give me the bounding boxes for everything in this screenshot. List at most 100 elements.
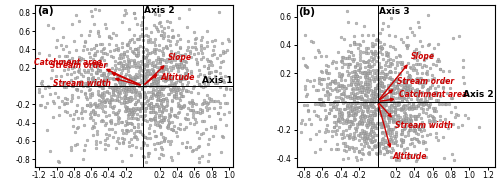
Point bbox=[120, 52, 128, 55]
Point bbox=[302, 94, 310, 97]
Point bbox=[111, 78, 119, 81]
Point bbox=[353, 64, 361, 67]
Point bbox=[372, 42, 380, 45]
Point bbox=[186, 145, 194, 148]
Point bbox=[98, 107, 106, 110]
Point bbox=[130, 112, 138, 115]
Point bbox=[83, 104, 91, 107]
Point bbox=[194, 83, 202, 86]
Point bbox=[158, 85, 166, 88]
Point bbox=[380, 75, 388, 78]
Point bbox=[90, 79, 98, 82]
Point bbox=[154, 77, 162, 80]
Point bbox=[378, 82, 386, 85]
Point bbox=[397, 156, 405, 159]
Point bbox=[87, 66, 95, 69]
Point bbox=[158, 69, 166, 71]
Point bbox=[72, 88, 80, 90]
Point bbox=[424, 13, 432, 16]
Point bbox=[405, 73, 413, 76]
Point bbox=[122, 129, 130, 132]
Point bbox=[404, 156, 412, 159]
Point bbox=[402, 97, 409, 100]
Point bbox=[322, 109, 330, 111]
Point bbox=[425, 43, 433, 46]
Point bbox=[410, 49, 418, 52]
Point bbox=[154, 97, 162, 100]
Point bbox=[402, 71, 410, 74]
Point bbox=[68, 23, 76, 26]
Point bbox=[391, 110, 399, 113]
Point bbox=[132, 89, 140, 92]
Point bbox=[316, 97, 324, 100]
Point bbox=[363, 142, 371, 144]
Point bbox=[216, 86, 224, 89]
Point bbox=[148, 117, 156, 120]
Point bbox=[326, 83, 334, 86]
Point bbox=[386, 65, 394, 68]
Point bbox=[149, 84, 157, 87]
Point bbox=[194, 68, 202, 71]
Point bbox=[128, 113, 136, 116]
Point bbox=[178, 142, 186, 144]
Point bbox=[170, 58, 178, 61]
Point bbox=[131, 17, 139, 20]
Point bbox=[328, 134, 336, 137]
Point bbox=[348, 50, 356, 53]
Point bbox=[138, 50, 146, 53]
Point bbox=[124, 58, 132, 60]
Point bbox=[150, 64, 158, 67]
Point bbox=[413, 98, 421, 101]
Point bbox=[120, 100, 128, 103]
Point bbox=[387, 95, 395, 98]
Point bbox=[134, 108, 141, 111]
Point bbox=[402, 86, 409, 89]
Point bbox=[360, 102, 368, 105]
Point bbox=[155, 92, 163, 95]
Point bbox=[127, 122, 135, 125]
Point bbox=[414, 104, 422, 106]
Point bbox=[76, 67, 84, 70]
Point bbox=[168, 91, 175, 94]
Point bbox=[444, 127, 452, 130]
Point bbox=[350, 117, 358, 120]
Point bbox=[387, 150, 395, 153]
Point bbox=[335, 89, 343, 92]
Point bbox=[80, 157, 88, 160]
Point bbox=[140, 81, 147, 83]
Point bbox=[356, 120, 364, 123]
Point bbox=[162, 78, 170, 81]
Point bbox=[146, 102, 154, 105]
Point bbox=[425, 91, 433, 94]
Point bbox=[110, 123, 118, 126]
Point bbox=[182, 66, 190, 69]
Point bbox=[46, 53, 54, 56]
Point bbox=[406, 88, 414, 91]
Point bbox=[128, 49, 136, 52]
Point bbox=[155, 67, 163, 70]
Point bbox=[360, 113, 368, 116]
Point bbox=[372, 59, 380, 62]
Point bbox=[68, 81, 76, 84]
Point bbox=[418, 66, 426, 69]
Point bbox=[56, 75, 64, 78]
Point bbox=[122, 119, 130, 122]
Point bbox=[396, 145, 404, 148]
Point bbox=[146, 118, 154, 121]
Point bbox=[164, 26, 172, 28]
Point bbox=[123, 100, 131, 103]
Point bbox=[381, 68, 389, 70]
Point bbox=[170, 93, 178, 96]
Point bbox=[332, 96, 340, 98]
Point bbox=[316, 117, 324, 120]
Point bbox=[175, 63, 183, 66]
Point bbox=[122, 107, 130, 110]
Point bbox=[124, 78, 132, 81]
Point bbox=[332, 108, 340, 111]
Point bbox=[334, 81, 342, 84]
Point bbox=[317, 98, 325, 101]
Point bbox=[176, 78, 184, 81]
Point bbox=[216, 106, 224, 108]
Point bbox=[326, 108, 334, 110]
Point bbox=[371, 86, 379, 89]
